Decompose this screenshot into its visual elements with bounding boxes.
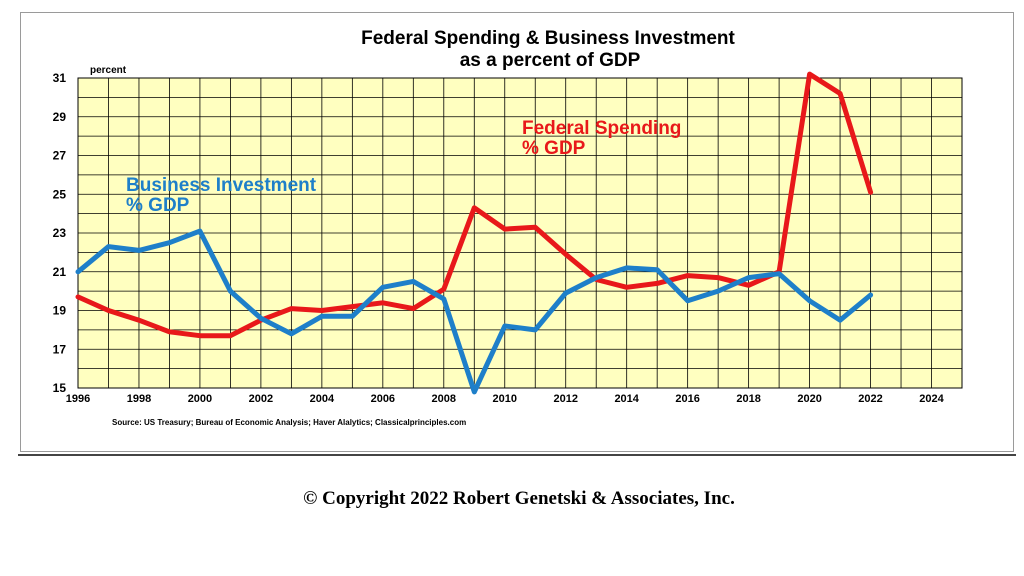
copyright-text: © Copyright 2022 Robert Genetski & Assoc… (303, 488, 735, 509)
federal-spending-gdp-label: % GDP (522, 138, 586, 159)
x-tick-label: 2008 (432, 393, 456, 405)
y-tick-label: 31 (53, 71, 67, 85)
business-investment-label: Business Investment (126, 175, 317, 196)
x-tick-label: 2006 (371, 393, 395, 405)
y-tick-label: 17 (53, 342, 67, 356)
chart-subtitle: as a percent of GDP (460, 50, 641, 71)
x-tick-label: 2000 (188, 393, 212, 405)
y-axis-label: percent (90, 65, 127, 76)
x-tick-label: 1998 (127, 393, 151, 405)
y-tick-label: 21 (53, 265, 67, 279)
x-tick-label: 2014 (614, 393, 639, 405)
x-tick-label: 2018 (736, 393, 760, 405)
series-lines (75, 71, 874, 395)
x-axis-ticks: 1996 1998 2000 2002 2004 2006 2008 2010 2012 2014… (66, 393, 945, 405)
x-tick-label: 2010 (493, 393, 517, 405)
y-tick-label: 27 (53, 149, 67, 163)
x-tick-label: 2024 (919, 393, 944, 405)
federal-spending-label: Federal Spending (522, 118, 681, 139)
x-tick-label: 2022 (858, 393, 882, 405)
x-tick-label: 2002 (249, 393, 273, 405)
source-note: Source: US Treasury; Bureau of Economic … (112, 418, 466, 427)
x-tick-label: 2004 (310, 393, 335, 405)
y-tick-label: 15 (53, 381, 67, 395)
x-tick-label: 1996 (66, 393, 90, 405)
y-tick-label: 29 (53, 110, 67, 124)
line-chart: Federal Spending & Business Investment a… (53, 28, 963, 427)
chart-title: Federal Spending & Business Investment (361, 28, 735, 49)
business-investment-line (75, 228, 874, 395)
divider-line (18, 454, 1016, 456)
y-tick-label: 19 (53, 304, 67, 318)
x-tick-label: 2012 (553, 393, 577, 405)
business-investment-gdp-label: % GDP (126, 195, 190, 216)
y-axis-ticks: 15 17 19 21 23 25 27 29 31 (53, 71, 67, 395)
y-tick-label: 23 (53, 226, 67, 240)
x-tick-label: 2020 (797, 393, 821, 405)
gridlines (78, 78, 962, 388)
chart-frame (20, 12, 1014, 452)
y-tick-label: 25 (53, 187, 67, 201)
x-tick-label: 2016 (675, 393, 699, 405)
